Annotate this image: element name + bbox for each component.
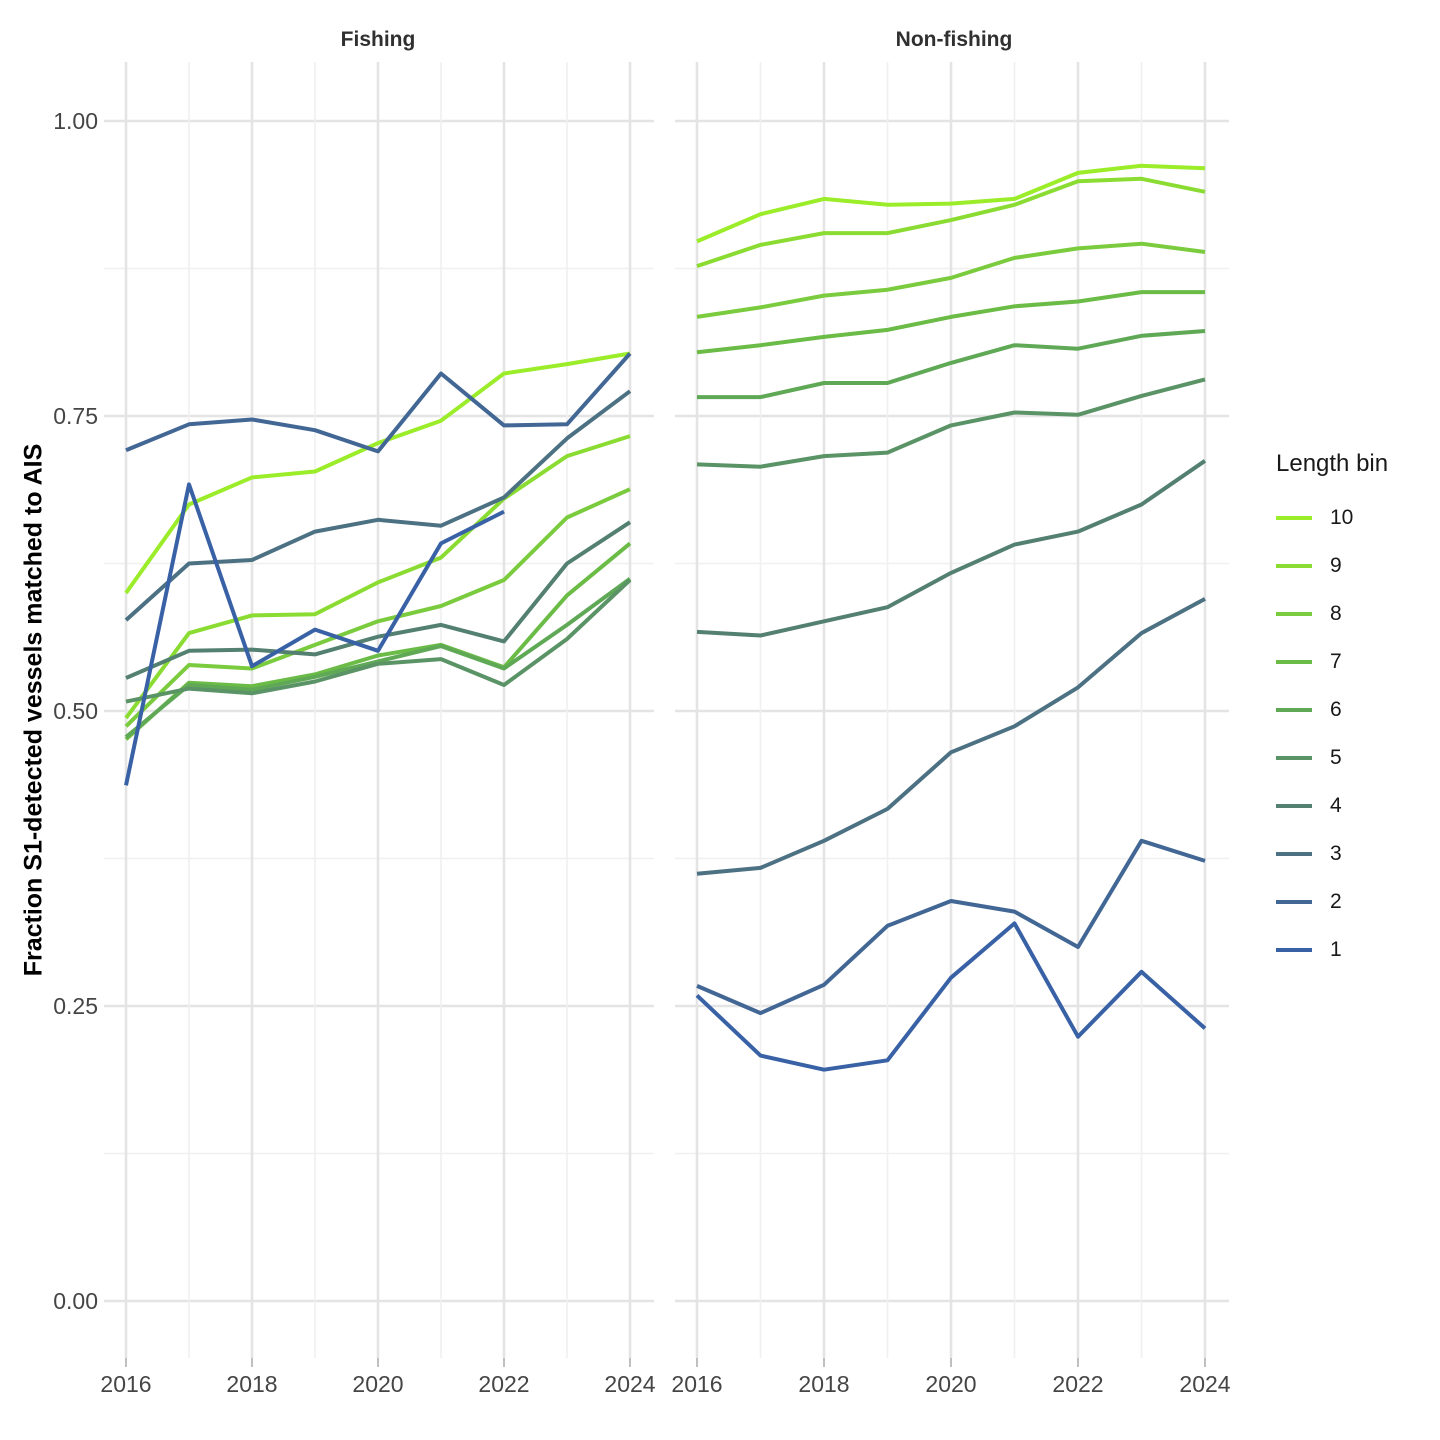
x-tick-label: 2024	[1179, 1371, 1230, 1397]
legend-item-label: 9	[1330, 554, 1342, 577]
line-fishing-bin-4	[125, 520, 632, 680]
facet-title-non-fishing: Non-fishing	[895, 28, 1013, 51]
y-axis: 0.00 0.25 0.50 0.75 1.00	[53, 108, 98, 1314]
line-non-fishing-bin-1	[695, 921, 1207, 1072]
facet-title-fishing: Fishing	[340, 28, 416, 51]
line-non-fishing-bin-8	[696, 241, 1206, 319]
line-non-fishing-bin-7	[696, 290, 1205, 355]
legend-item-label: 6	[1330, 698, 1342, 721]
legend-title: Length bin	[1276, 450, 1389, 477]
legend: Length bin 10 9 8 7 6 5 4	[1262, 450, 1440, 974]
line-fishing-bin-1	[124, 482, 505, 786]
line-non-fishing-bin-6	[697, 329, 1206, 400]
x-axis: 2016 2018 2020 2022 2024 2016 2018 2020 2022 2024	[100, 1358, 1231, 1397]
legend-key-line-icon	[1276, 516, 1312, 520]
legend-item-3: 3	[1276, 830, 1440, 878]
legend-key-line-icon	[1276, 804, 1312, 808]
line-fishing-bin-7	[124, 541, 632, 741]
y-tick-label: 0.75	[53, 403, 98, 429]
legend-key-line-icon	[1276, 948, 1312, 952]
x-tick-label: 2016	[671, 1371, 722, 1397]
line-non-fishing-bin-4	[696, 459, 1207, 638]
x-tick-label: 2020	[925, 1371, 976, 1397]
legend-key-line-icon	[1276, 564, 1312, 568]
line-fishing-bin-3	[124, 389, 632, 622]
legend-item-5: 5	[1276, 734, 1440, 782]
line-fishing-bin-5	[125, 578, 632, 704]
legend-key-line-icon	[1276, 708, 1312, 712]
line-fishing-bin-9	[124, 434, 631, 720]
legend-item-label: 8	[1330, 602, 1342, 625]
legend-key-line-icon	[1276, 756, 1312, 760]
legend-key-line-icon	[1276, 900, 1312, 904]
legend-item-7: 7	[1276, 638, 1440, 686]
y-axis-title: Fraction S1-detected vessels matched to …	[19, 443, 48, 977]
legend-item-label: 5	[1330, 746, 1342, 769]
legend-item-10: 10	[1276, 494, 1440, 542]
line-non-fishing-bin-2	[696, 838, 1206, 1016]
line-non-fishing-bin-9	[696, 176, 1206, 268]
legend-item-2: 2	[1276, 878, 1440, 926]
y-tick-label: 0.50	[53, 698, 98, 724]
line-non-fishing-bin-5	[696, 377, 1206, 469]
legend-item-label: 3	[1330, 842, 1342, 865]
x-tick-label: 2020	[352, 1371, 403, 1397]
gridlines	[104, 62, 1229, 1358]
line-fishing-bin-10	[124, 351, 631, 595]
x-tick-label: 2018	[226, 1371, 277, 1397]
legend-item-label: 1	[1330, 938, 1342, 961]
legend-item-4: 4	[1276, 782, 1440, 830]
legend-item-label: 2	[1330, 890, 1342, 913]
legend-key-line-icon	[1276, 852, 1312, 856]
line-non-fishing-bin-10	[696, 163, 1206, 244]
x-tick-label: 2022	[1052, 1371, 1103, 1397]
legend-item-label: 7	[1330, 650, 1342, 673]
y-tick-label: 0.25	[53, 993, 98, 1019]
x-tick-label: 2018	[798, 1371, 849, 1397]
y-tick-label: 1.00	[53, 108, 98, 134]
legend-item-9: 9	[1276, 542, 1440, 590]
x-tick-label: 2024	[604, 1371, 655, 1397]
legend-item-label: 10	[1330, 506, 1354, 529]
facet-non-fishing-lines	[695, 163, 1207, 1072]
legend-item-1: 1	[1276, 926, 1440, 974]
legend-item-label: 4	[1330, 794, 1342, 817]
legend-item-8: 8	[1276, 590, 1440, 638]
facet-fishing-lines	[124, 351, 632, 786]
legend-key-line-icon	[1276, 660, 1312, 664]
legend-item-6: 6	[1276, 686, 1440, 734]
line-non-fishing-bin-3	[696, 597, 1206, 876]
line-fishing-bin-6	[124, 577, 632, 739]
x-tick-label: 2022	[478, 1371, 529, 1397]
x-tick-label: 2016	[100, 1371, 151, 1397]
line-fishing-bin-2	[125, 352, 632, 454]
y-tick-label: 0.00	[53, 1288, 98, 1314]
legend-key-line-icon	[1276, 612, 1312, 616]
line-fishing-bin-8	[124, 487, 631, 728]
